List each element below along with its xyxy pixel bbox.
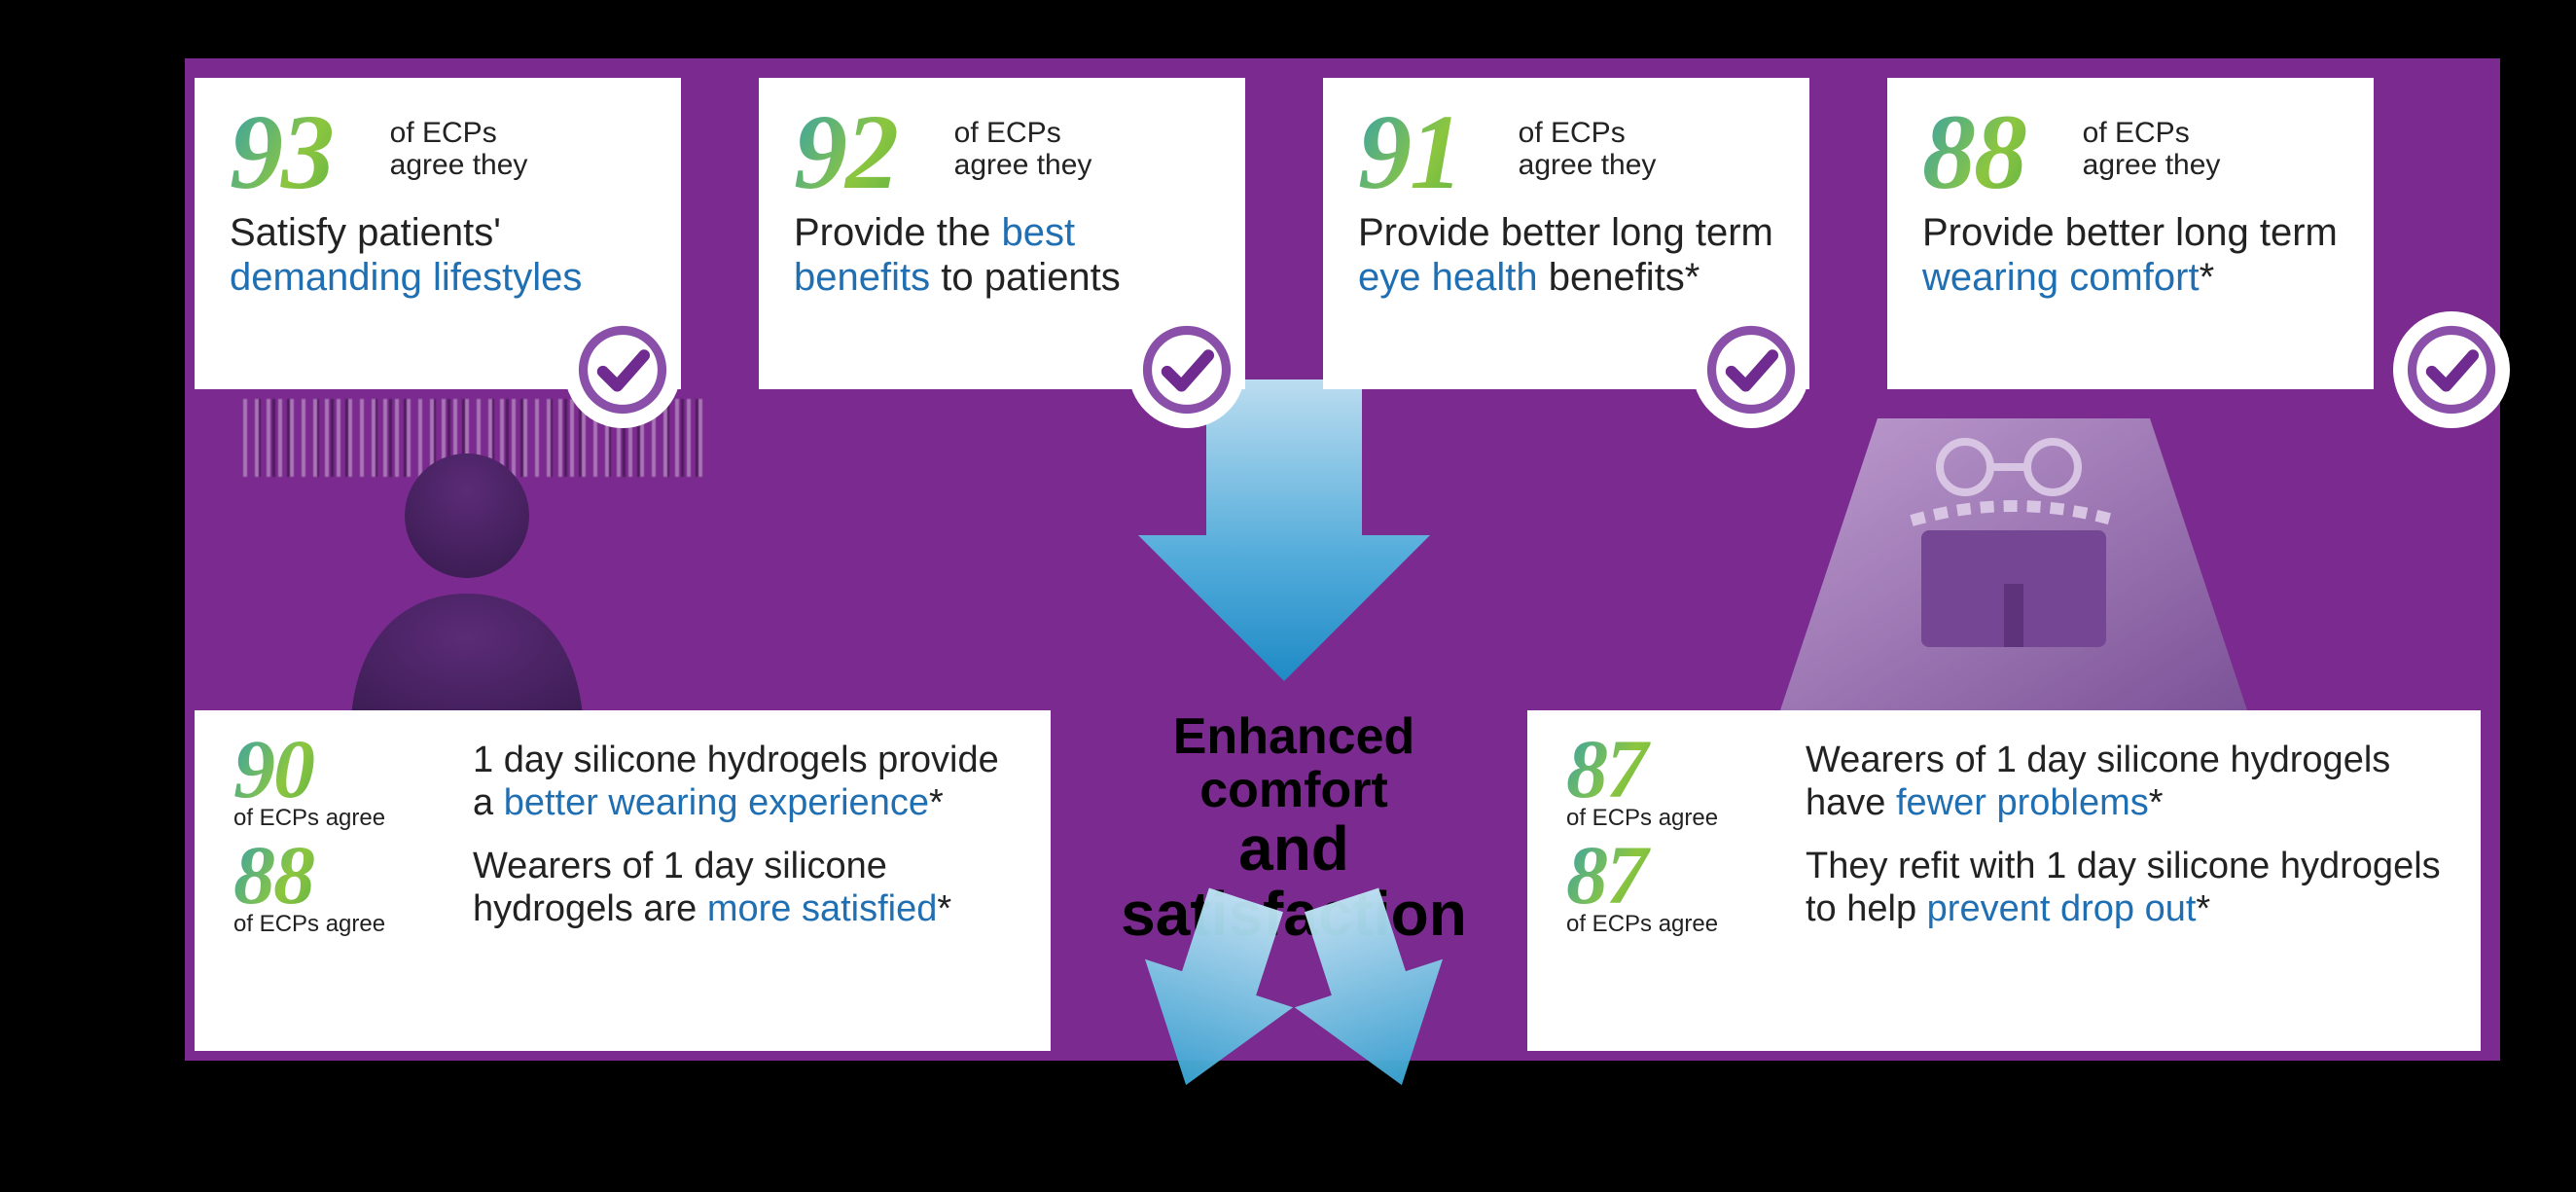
stat-percent: 88%: [233, 840, 347, 911]
check-icon: [564, 311, 681, 428]
check-icon: [1128, 311, 1245, 428]
stat-body: Satisfy patients' demanding lifestyles: [230, 210, 646, 300]
stat-row: 90%of ECPs agree 1 day silicone hydrogels…: [233, 734, 1012, 830]
stat-of-label: of ECPs agree: [1566, 913, 1718, 936]
stat-of-label: of ECPs agree: [233, 913, 385, 936]
stat-of-label: of ECPsagree they: [954, 107, 1092, 181]
stat-of-label: of ECPsagree they: [1519, 107, 1657, 181]
stat-row: 88%of ECPs agree Wearers of 1 day silicon…: [233, 840, 1012, 936]
stat-body: They refit with 1 day silicone hydrogels…: [1806, 840, 2442, 930]
stat-body: Provide better long term eye health bene…: [1358, 210, 1774, 300]
check-icon: [1693, 311, 1809, 428]
stat-of-label: of ECPsagree they: [2083, 107, 2221, 181]
optometrist-icon: [1761, 360, 2267, 710]
footnote: *Agree & Strongly Agree responses: [185, 1070, 580, 1098]
stat-percent: 87%: [1566, 840, 1680, 911]
person-icon: [311, 409, 623, 740]
stat-of-label: of ECPsagree they: [390, 107, 528, 181]
stat-body: Provide better long term wearing comfort…: [1922, 210, 2339, 300]
stat-row: 87%of ECPs agree They refit with 1 day si…: [1566, 840, 2442, 936]
stat-percent: 93%: [230, 107, 376, 199]
stat-of-label: of ECPs agree: [1566, 807, 1718, 830]
stat-card-4: 88%of ECPsagree they Provide better long …: [1887, 78, 2374, 389]
arrow-pair-icon: [1080, 876, 1488, 1129]
stat-body: 1 day silicone hydrogels provide a bette…: [473, 734, 1012, 824]
stat-body: Wearers of 1 day silicone hydrogels are …: [473, 840, 1012, 930]
wide-card-left: 90%of ECPs agree1 day silicone hydrogels…: [195, 710, 1051, 1051]
check-icon: [2393, 311, 2510, 428]
stat-percent: 90%: [233, 734, 347, 805]
stat-percent: 92%: [794, 107, 941, 199]
stat-percent: 91%: [1358, 107, 1505, 199]
stat-row: 87%of ECPs agree Wearers of 1 day silicon…: [1566, 734, 2442, 830]
infographic-root: 93%of ECPsagree theySatisfy patients' de…: [0, 0, 2576, 1192]
stat-body: Wearers of 1 day silicone hydrogels have…: [1806, 734, 2442, 824]
stat-of-label: of ECPs agree: [233, 807, 385, 830]
center-line1: Enhanced comfort: [1090, 710, 1498, 816]
stat-percent: 87%: [1566, 734, 1680, 805]
stat-body: Provide the best benefits to patients: [794, 210, 1210, 300]
stat-percent: 88%: [1922, 107, 2069, 199]
wide-card-right: 87%of ECPs agreeWearers of 1 day silicon…: [1527, 710, 2481, 1051]
